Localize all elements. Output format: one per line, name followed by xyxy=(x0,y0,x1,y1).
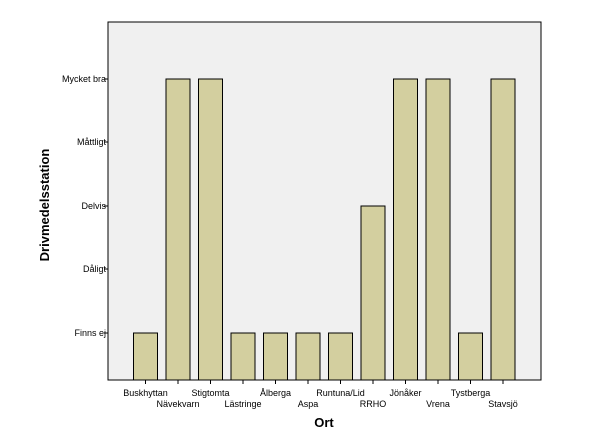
bar-tystberga xyxy=(458,332,483,381)
x-tick-label-alberga: Ålberga xyxy=(260,388,291,398)
bar-stigtomta xyxy=(198,78,223,381)
x-axis-title: Ort xyxy=(314,415,334,430)
x-tick-label-lastringe: Lästringe xyxy=(224,399,261,409)
bar-lastringe xyxy=(230,332,256,381)
x-tick-label-tystberga: Tystberga xyxy=(451,388,491,398)
bar-alberga xyxy=(263,332,288,381)
bar-vrena xyxy=(425,78,451,381)
x-tick-label-rrho: RRHO xyxy=(360,399,387,409)
bar-stavsjo xyxy=(490,78,516,381)
bar-runtuna-lid xyxy=(328,332,353,381)
y-tick-label-mattligt: Måttligt xyxy=(77,137,107,147)
bar-jonaker xyxy=(393,78,418,381)
x-tick-label-navekvarn: Nävekvarn xyxy=(156,399,199,409)
bar-rrho xyxy=(360,205,386,381)
x-tick-label-vrena: Vrena xyxy=(426,399,450,409)
x-tick-label-buskhyttan: Buskhyttan xyxy=(123,388,168,398)
x-tick-label-stigtomta: Stigtomta xyxy=(191,388,229,398)
y-tick-label-delvis: Delvis xyxy=(81,201,106,211)
bars-group xyxy=(133,78,516,381)
y-tick-label-finns-ej: Finns ej xyxy=(74,328,106,338)
y-tick-label-mycket-bra: Mycket bra xyxy=(62,74,106,84)
x-tick-label-aspa: Aspa xyxy=(298,399,319,409)
bar-navekvarn xyxy=(165,78,191,381)
y-axis-title: Drivmedelsstation xyxy=(37,149,52,262)
bar-buskhyttan xyxy=(133,332,158,381)
x-tick-label-runtuna-lid: Runtuna/Lid xyxy=(316,388,365,398)
y-axis: Finns ej Dåligt Delvis Måttligt Mycket bra xyxy=(62,74,108,338)
bar-aspa xyxy=(295,332,321,381)
x-axis: BuskhyttanNävekvarnStigtomtaLästringeÅlb… xyxy=(123,380,518,409)
y-tick-label-daligt: Dåligt xyxy=(83,264,107,274)
x-tick-label-jonaker: Jönåker xyxy=(389,388,421,398)
x-tick-label-stavsjo: Stavsjö xyxy=(488,399,518,409)
